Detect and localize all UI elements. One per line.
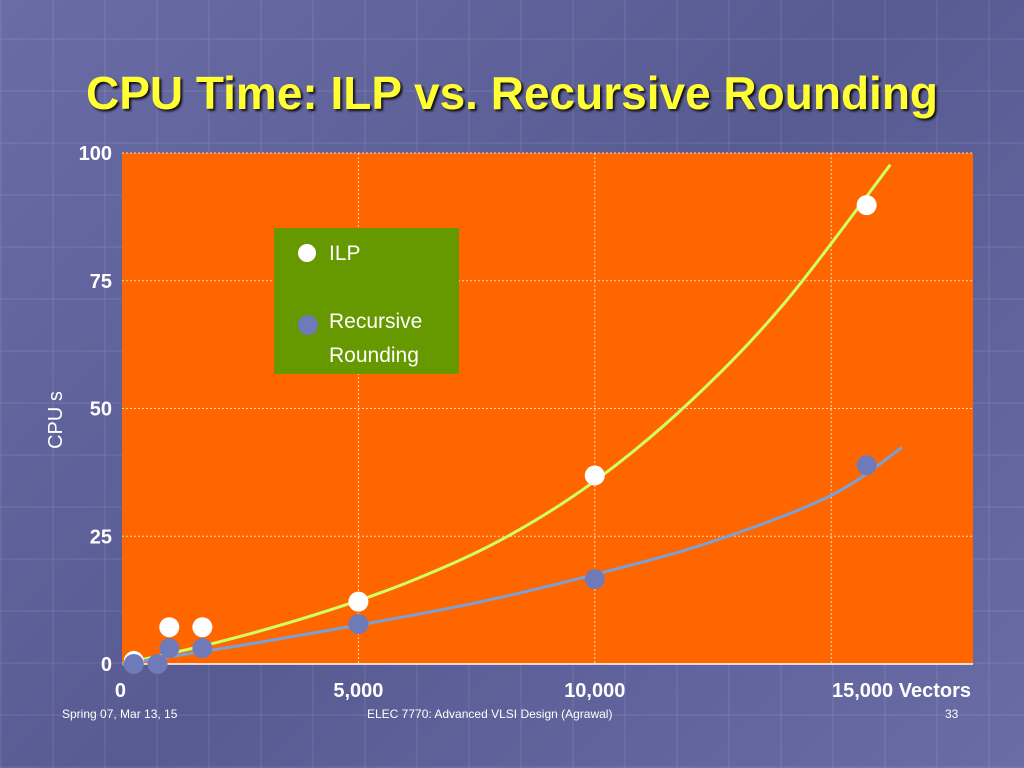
footer-course: ELEC 7770: Advanced VLSI Design (Agrawal… (367, 707, 613, 721)
y-tick-label: 25 (90, 526, 112, 548)
legend-ilp-marker (298, 244, 316, 262)
footer-date: Spring 07, Mar 13, 15 (62, 707, 178, 721)
slide-title: CPU Time: ILP vs. Recursive Rounding (85, 67, 939, 119)
x-tick-label: 0 (115, 680, 126, 700)
y-axis-label: CPU s (45, 391, 67, 449)
ilp-point (348, 591, 369, 612)
recursive-point (159, 638, 180, 659)
recursive-point (348, 614, 369, 635)
ilp-trend-line (121, 163, 892, 666)
legend-ilp-label: ILP (329, 242, 361, 265)
chart: 0 25 50 75 100 0 5,000 10,000 15,000 Vectors CPU… (45, 143, 973, 700)
ilp-point (159, 617, 180, 638)
x-tick-label: 15,000 Vectors (832, 680, 971, 700)
recursive-point (584, 569, 605, 590)
y-tick-label: 100 (79, 143, 112, 165)
legend-recursive-marker (298, 315, 318, 335)
y-tick-label: 0 (101, 654, 112, 676)
x-tick-label: 10,000 (564, 680, 625, 700)
ilp-point (192, 617, 213, 638)
ilp-point (856, 195, 877, 216)
axes: 0 25 50 75 100 0 5,000 10,000 15,000 Vectors (79, 143, 973, 700)
recursive-point (856, 455, 877, 476)
recursive-point (123, 654, 144, 674)
x-tick-label: 5,000 (333, 680, 383, 700)
ilp-point (584, 465, 605, 486)
trend-lines (121, 163, 903, 666)
recursive-trend-line (121, 446, 903, 666)
y-tick-label: 50 (90, 399, 112, 421)
recursive-point (192, 638, 213, 659)
legend-recursive-label: Recursive Rounding (329, 310, 422, 367)
legend: ILP Recursive Rounding (274, 228, 459, 374)
recursive-point (147, 654, 168, 674)
footer-page-number: 33 (945, 707, 959, 721)
data-points (123, 195, 877, 674)
y-tick-label: 75 (90, 271, 112, 293)
